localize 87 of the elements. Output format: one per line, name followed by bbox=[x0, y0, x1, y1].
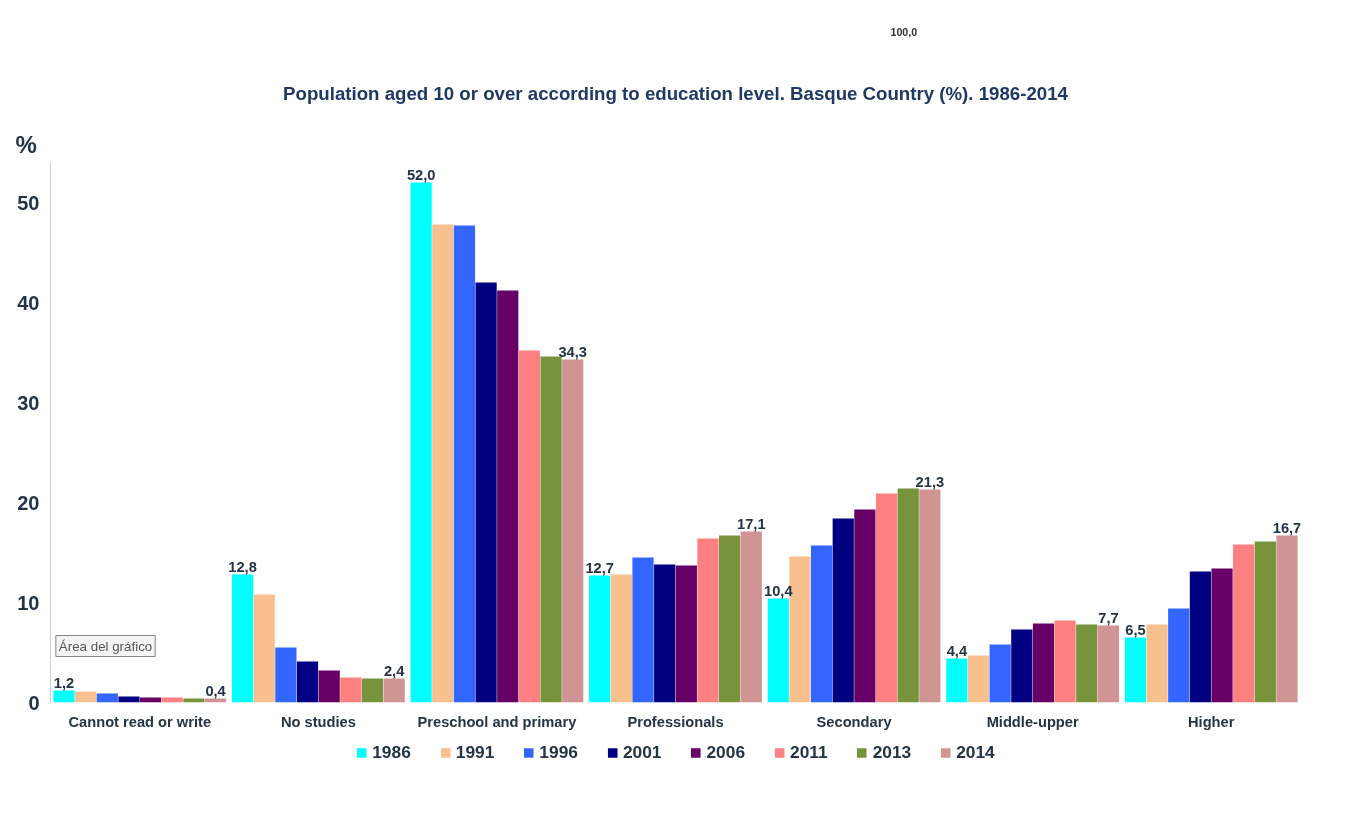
bar bbox=[296, 661, 319, 703]
bar bbox=[654, 564, 676, 703]
bar bbox=[1011, 629, 1033, 703]
bar bbox=[1054, 620, 1076, 703]
bar bbox=[518, 350, 541, 703]
bar bbox=[1032, 623, 1055, 703]
bar bbox=[361, 678, 384, 703]
bar bbox=[562, 359, 584, 703]
y-tick-label: 20 bbox=[17, 491, 40, 514]
y-axis-title: % bbox=[15, 130, 37, 158]
bar bbox=[253, 594, 275, 703]
y-tick-label: 30 bbox=[17, 391, 40, 414]
legend-label: 2011 bbox=[790, 741, 828, 763]
legend-label: 2001 bbox=[622, 741, 662, 763]
data-label: 10,4 bbox=[764, 582, 794, 599]
x-tick-label: Preschool and primary bbox=[417, 713, 578, 730]
data-label: 12,7 bbox=[585, 559, 614, 576]
bar bbox=[1124, 637, 1147, 703]
bar bbox=[632, 557, 654, 703]
bar bbox=[1097, 625, 1120, 703]
legend-label: 2013 bbox=[872, 741, 912, 763]
bar bbox=[1076, 624, 1098, 703]
data-label: 34,3 bbox=[558, 343, 587, 360]
bar bbox=[967, 655, 990, 703]
y-tick-label: 0 bbox=[28, 691, 40, 714]
bar bbox=[810, 545, 833, 703]
bar bbox=[1146, 624, 1168, 703]
x-tick-label: Middle-upper bbox=[986, 713, 1079, 730]
data-label: 17,1 bbox=[737, 515, 766, 532]
legend-label: 1986 bbox=[372, 741, 411, 763]
bar bbox=[410, 182, 432, 703]
bar bbox=[740, 531, 762, 703]
bar bbox=[946, 658, 968, 703]
legend-label: 1991 bbox=[455, 741, 495, 763]
bar bbox=[589, 575, 611, 703]
data-label: 2,4 bbox=[383, 662, 406, 679]
data-label: 0,4 bbox=[205, 682, 227, 699]
bar bbox=[475, 282, 497, 703]
bar bbox=[675, 565, 697, 703]
data-label: 7,7 bbox=[1098, 609, 1119, 626]
bar bbox=[275, 647, 297, 703]
bar bbox=[854, 509, 876, 703]
annotation: Área del gráfico bbox=[58, 638, 153, 654]
bar bbox=[75, 691, 97, 703]
bar bbox=[318, 670, 340, 703]
bar bbox=[53, 690, 75, 703]
bar bbox=[432, 224, 454, 703]
bar bbox=[919, 489, 941, 703]
data-label: 4,4 bbox=[946, 642, 968, 659]
chart-title: Population aged 10 or over according to education level. Basque Country (%). 1986-2014 bbox=[283, 82, 1069, 104]
x-tick-label: No studies bbox=[280, 713, 356, 730]
bar bbox=[989, 644, 1011, 703]
bar bbox=[767, 598, 789, 703]
y-tick-label: 10 bbox=[17, 591, 40, 614]
bar bbox=[697, 538, 719, 703]
bar bbox=[832, 518, 854, 703]
data-label: 1,2 bbox=[53, 674, 75, 691]
bar bbox=[340, 677, 362, 703]
legend-label: 2014 bbox=[956, 741, 995, 763]
data-label: 52,0 bbox=[406, 166, 436, 183]
bar bbox=[1211, 568, 1233, 703]
bar bbox=[610, 574, 632, 703]
x-tick-label: Professionals bbox=[627, 713, 724, 730]
bar bbox=[453, 225, 476, 703]
y-tick-label: 50 bbox=[17, 191, 40, 214]
data-label: 12,8 bbox=[228, 558, 257, 575]
data-label: 6,5 bbox=[1125, 621, 1146, 638]
bar bbox=[1189, 571, 1211, 703]
bar bbox=[497, 290, 519, 703]
data-label: 16,7 bbox=[1272, 519, 1302, 536]
bar bbox=[719, 535, 741, 703]
bar bbox=[383, 678, 405, 703]
bar bbox=[897, 488, 919, 703]
bar bbox=[1276, 535, 1298, 703]
legend-label: 2006 bbox=[706, 741, 746, 763]
bar bbox=[1254, 541, 1276, 703]
text: 100,0 bbox=[890, 25, 918, 38]
bar bbox=[1168, 608, 1190, 703]
x-tick-label: Cannot read or write bbox=[68, 713, 212, 730]
legend-label: 1996 bbox=[539, 741, 578, 763]
y-tick-label: 40 bbox=[17, 291, 40, 314]
bar bbox=[875, 493, 898, 703]
x-tick-label: Secondary bbox=[816, 713, 893, 730]
bar bbox=[1233, 544, 1255, 703]
bar bbox=[231, 574, 254, 703]
x-tick-label: Higher bbox=[1188, 713, 1235, 730]
data-label: 21,3 bbox=[915, 473, 945, 490]
